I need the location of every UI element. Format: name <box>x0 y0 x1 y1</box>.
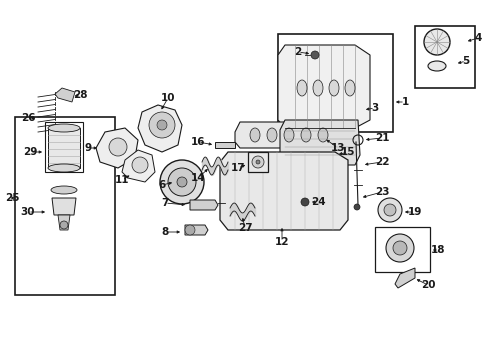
Ellipse shape <box>427 61 445 71</box>
Bar <box>45 122 83 172</box>
Circle shape <box>132 157 148 173</box>
Text: 10: 10 <box>161 93 175 103</box>
Circle shape <box>383 204 395 216</box>
Ellipse shape <box>312 80 323 96</box>
Text: 23: 23 <box>374 187 388 197</box>
Ellipse shape <box>345 80 354 96</box>
Polygon shape <box>215 142 235 148</box>
Text: 16: 16 <box>190 137 205 147</box>
Circle shape <box>60 221 68 229</box>
Ellipse shape <box>296 80 306 96</box>
Bar <box>247 152 267 172</box>
Circle shape <box>109 138 127 156</box>
Polygon shape <box>394 268 414 288</box>
Ellipse shape <box>249 128 260 142</box>
Text: 28: 28 <box>73 90 87 100</box>
Text: 4: 4 <box>473 33 481 43</box>
Text: 1: 1 <box>401 97 408 107</box>
Text: 6: 6 <box>158 180 165 190</box>
Circle shape <box>385 234 413 262</box>
Text: 5: 5 <box>462 56 468 66</box>
Text: 17: 17 <box>230 163 245 173</box>
Text: 29: 29 <box>23 147 37 157</box>
Circle shape <box>377 198 401 222</box>
Ellipse shape <box>48 124 80 132</box>
Ellipse shape <box>328 80 338 96</box>
Polygon shape <box>220 152 347 230</box>
Polygon shape <box>184 225 207 235</box>
Circle shape <box>149 112 175 138</box>
Polygon shape <box>278 45 369 128</box>
Polygon shape <box>235 122 339 148</box>
Text: 12: 12 <box>274 237 289 247</box>
Circle shape <box>423 29 449 55</box>
Ellipse shape <box>51 186 77 194</box>
Text: 9: 9 <box>84 143 91 153</box>
Text: 22: 22 <box>374 157 388 167</box>
Bar <box>278 34 392 132</box>
Ellipse shape <box>266 128 276 142</box>
Ellipse shape <box>48 164 80 172</box>
Polygon shape <box>55 88 75 102</box>
Circle shape <box>256 160 260 164</box>
Circle shape <box>251 156 264 168</box>
Text: 14: 14 <box>190 173 205 183</box>
Polygon shape <box>138 105 182 152</box>
Polygon shape <box>122 150 155 182</box>
Bar <box>374 227 429 272</box>
Bar <box>414 26 474 88</box>
Ellipse shape <box>317 128 327 142</box>
Text: 7: 7 <box>161 198 168 208</box>
Text: 25: 25 <box>5 193 19 203</box>
Circle shape <box>392 241 406 255</box>
Circle shape <box>184 225 195 235</box>
Polygon shape <box>48 128 80 168</box>
Circle shape <box>353 204 359 210</box>
Polygon shape <box>96 128 138 168</box>
Circle shape <box>310 51 318 59</box>
Text: 21: 21 <box>374 133 388 143</box>
Bar <box>15 117 115 295</box>
Text: 18: 18 <box>430 245 445 255</box>
Text: 26: 26 <box>20 113 35 123</box>
Polygon shape <box>52 198 76 215</box>
Circle shape <box>168 168 196 196</box>
Text: 3: 3 <box>370 103 378 113</box>
Ellipse shape <box>284 128 293 142</box>
Circle shape <box>177 177 186 187</box>
Text: 15: 15 <box>340 147 354 157</box>
Polygon shape <box>190 200 218 210</box>
Circle shape <box>157 120 167 130</box>
Text: 30: 30 <box>20 207 35 217</box>
Text: 8: 8 <box>161 227 168 237</box>
Text: 2: 2 <box>294 47 301 57</box>
Text: 24: 24 <box>310 197 325 207</box>
Text: 19: 19 <box>407 207 421 217</box>
Text: 13: 13 <box>330 143 345 153</box>
Text: 27: 27 <box>237 223 252 233</box>
Polygon shape <box>280 120 359 165</box>
Text: 11: 11 <box>115 175 129 185</box>
Ellipse shape <box>301 128 310 142</box>
Text: 20: 20 <box>420 280 434 290</box>
Circle shape <box>301 198 308 206</box>
Circle shape <box>160 160 203 204</box>
Polygon shape <box>58 215 70 230</box>
